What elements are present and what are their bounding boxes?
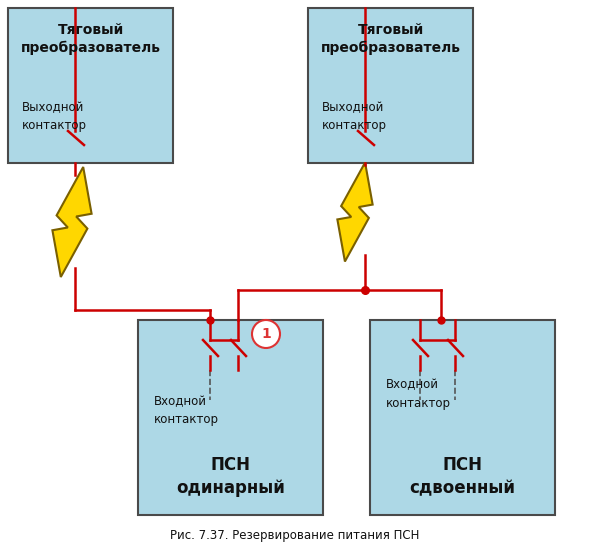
- Text: контактор: контактор: [386, 397, 451, 409]
- Text: Входной: Входной: [154, 396, 207, 409]
- Bar: [370, 320, 555, 515]
- Text: Выходной: Выходной: [322, 101, 384, 114]
- Text: контактор: контактор: [322, 119, 387, 132]
- Polygon shape: [53, 167, 92, 277]
- Bar: [8, 8, 173, 163]
- Text: Тяговый: Тяговый: [57, 23, 124, 37]
- Text: ПСН: ПСН: [210, 456, 251, 474]
- Text: одинарный: одинарный: [176, 479, 285, 497]
- Text: контактор: контактор: [154, 414, 219, 427]
- Text: Тяговый: Тяговый: [358, 23, 424, 37]
- Polygon shape: [337, 162, 373, 262]
- Text: сдвоенный: сдвоенный: [410, 479, 515, 497]
- Text: контактор: контактор: [22, 119, 87, 132]
- Bar: [138, 320, 323, 515]
- Text: ПСН: ПСН: [443, 456, 482, 474]
- Text: Входной: Входной: [386, 378, 439, 391]
- Text: Выходной: Выходной: [22, 101, 85, 114]
- Bar: [308, 8, 473, 163]
- Text: Рис. 7.37. Резервирование питания ПСН: Рис. 7.37. Резервирование питания ПСН: [170, 530, 420, 542]
- Text: преобразователь: преобразователь: [21, 41, 161, 55]
- Circle shape: [252, 320, 280, 348]
- Text: преобразователь: преобразователь: [320, 41, 460, 55]
- Text: 1: 1: [261, 327, 271, 341]
